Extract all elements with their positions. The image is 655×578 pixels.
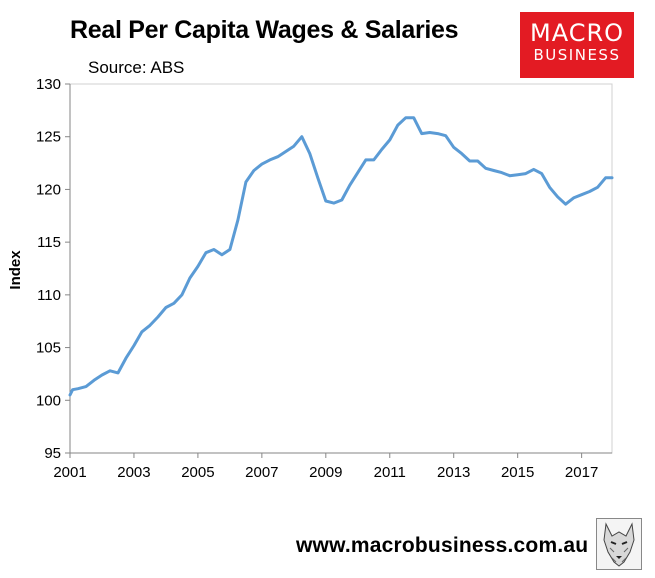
chart-source: Source: ABS (88, 58, 185, 77)
y-axis: 95 100 105 110 115 120 125 130 (36, 76, 70, 462)
y-tick-label: 110 (37, 287, 61, 304)
y-tick-label: 105 (36, 340, 61, 357)
macrobusiness-logo: MACRO BUSINESS (520, 12, 634, 78)
x-tick-label: 2011 (374, 464, 406, 481)
x-tick-label: 2003 (117, 464, 150, 481)
x-tick-label: 2007 (245, 464, 278, 481)
x-tick-label: 2009 (309, 464, 342, 481)
logo-line-1: MACRO (529, 19, 625, 47)
x-tick-label: 2005 (181, 464, 214, 481)
x-tick-label: 2017 (565, 464, 598, 481)
y-tick-label: 100 (36, 392, 61, 409)
y-tick-label: 125 (36, 129, 61, 146)
plot-border (69, 83, 613, 454)
x-axis: 2001 2003 2005 2007 2009 2011 2013 2015 2017 (53, 453, 598, 481)
logo-line-2: BUSINESS (533, 46, 621, 64)
x-tick-label: 2015 (501, 464, 534, 481)
x-tick-label: 2001 (53, 464, 86, 481)
series-line (68, 116, 614, 397)
footer-url: www.macrobusiness.com.au (296, 534, 589, 557)
wolf-emblem-icon (596, 518, 642, 570)
y-tick-label: 95 (44, 445, 61, 462)
plot-area (69, 83, 613, 454)
y-axis-label: Index (7, 250, 24, 290)
y-tick-label: 130 (36, 76, 61, 93)
y-tick-label: 115 (37, 234, 61, 251)
series-layer (68, 116, 614, 397)
x-tick-label: 2013 (437, 464, 470, 481)
chart-title: Real Per Capita Wages & Salaries (70, 16, 459, 44)
y-tick-label: 120 (36, 181, 61, 198)
